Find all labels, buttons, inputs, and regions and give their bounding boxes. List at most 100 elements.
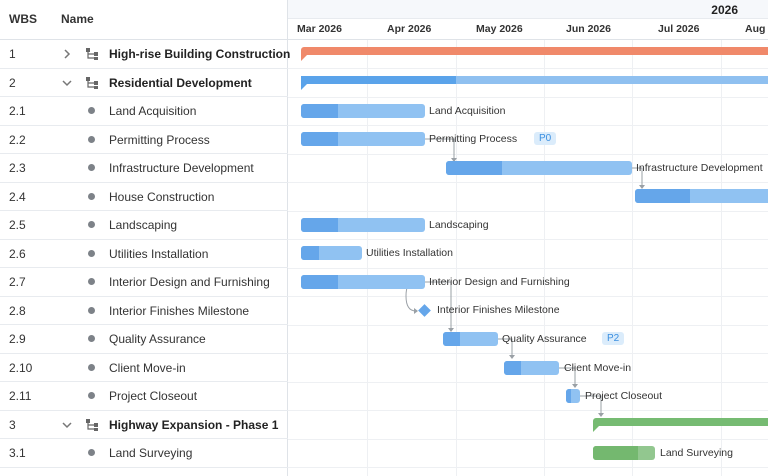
- month-gridline: [456, 19, 457, 476]
- grid-row-2-4[interactable]: 2.4 House Construction: [0, 183, 288, 211]
- task-bar-quality-assurance[interactable]: [443, 332, 498, 346]
- task-bar-label: Project Closeout: [585, 390, 663, 402]
- task-progress: [301, 275, 338, 289]
- month-label: May 2026: [476, 23, 523, 35]
- summary-progress: [301, 76, 456, 84]
- row-gridline: [288, 125, 768, 126]
- dependency-arrow: [598, 413, 604, 417]
- grid-row-2-11[interactable]: 2.11 Project Closeout: [0, 382, 288, 411]
- dependency-lines: [405, 138, 645, 417]
- task-bar-client-move-in[interactable]: [504, 361, 559, 375]
- grid-row-2-7[interactable]: 2.7 Interior Design and Furnishing: [0, 268, 288, 297]
- task-progress: [443, 332, 460, 346]
- bullet-icon: [88, 249, 95, 257]
- row-gridline: [288, 467, 768, 468]
- year-band: 2026: [288, 0, 768, 19]
- grid-row-3-1[interactable]: 3.1 Land Surveying: [0, 439, 288, 468]
- milestone-diamond-icon[interactable]: [418, 304, 431, 317]
- task-bar-label: Land Surveying: [660, 447, 733, 459]
- month-gridline: [721, 19, 722, 476]
- task-progress: [446, 161, 502, 175]
- task-name-cell: Utilities Installation: [109, 246, 209, 261]
- month-label: Jun 2026: [566, 23, 611, 35]
- grid-row-2-5[interactable]: 2.5 Landscaping: [0, 211, 288, 240]
- row-gridline: [288, 438, 768, 440]
- wbs-cell: 2.5: [9, 218, 26, 232]
- task-bar-permitting-process[interactable]: [301, 132, 425, 146]
- row-gridline: [288, 353, 768, 354]
- gantt-timeline[interactable]: 2026 Mar 2026 Apr 2026 May 2026 Jun 2026…: [288, 0, 768, 476]
- task-progress: [504, 361, 521, 375]
- task-name-cell: Permitting Process: [109, 132, 210, 147]
- task-bar-infrastructure-development[interactable]: [446, 161, 632, 175]
- summary-bar-2[interactable]: [301, 76, 768, 90]
- task-bar-utilities-installation[interactable]: [301, 246, 362, 260]
- row-gridline: [288, 153, 768, 155]
- dependency-arrow: [414, 308, 418, 314]
- task-name-cell: Interior Finishes Milestone: [109, 303, 250, 318]
- task-progress: [301, 218, 338, 232]
- wbs-cell: 2.3: [9, 161, 26, 175]
- row-gridline: [288, 267, 768, 269]
- bullet-icon: [88, 392, 95, 399]
- bullet-icon: [88, 335, 95, 342]
- row-gridline: [288, 381, 768, 383]
- chevron-down-icon[interactable]: [62, 420, 72, 430]
- task-progress: [635, 189, 690, 203]
- task-bar-landscaping[interactable]: [301, 218, 425, 232]
- row-gridline: [288, 410, 768, 411]
- wbs-cell: 2.10: [9, 360, 33, 375]
- wbs-cell: 2.6: [9, 246, 26, 261]
- grid-row-2-2[interactable]: 2.2 Permitting Process: [0, 126, 288, 154]
- wbs-cell: 2.7: [9, 275, 26, 289]
- task-bar-project-closeout[interactable]: [566, 389, 580, 403]
- task-name-cell: Client Move-in: [109, 360, 186, 375]
- wbs-column-header[interactable]: WBS: [9, 12, 37, 26]
- summary-bar-1[interactable]: [301, 47, 768, 61]
- grid-row-2-9[interactable]: 2.9 Quality Assurance: [0, 325, 288, 354]
- bullet-icon: [88, 278, 95, 285]
- row-gridline: [288, 239, 768, 240]
- grid-row-2-10[interactable]: 2.10 Client Move-in: [0, 354, 288, 382]
- task-grid: WBS Name 1 High-rise Building Constructi…: [0, 0, 290, 476]
- wbs-cell: 2.4: [9, 189, 26, 204]
- name-column-header[interactable]: Name: [61, 12, 94, 26]
- bullet-icon: [88, 135, 95, 143]
- chevron-down-icon[interactable]: [62, 78, 72, 88]
- grid-row-2[interactable]: 2 Residential Development: [0, 69, 288, 97]
- bullet-icon: [88, 221, 95, 228]
- grid-row-1[interactable]: 1 High-rise Building Construction: [0, 40, 290, 69]
- month-label: Aug: [745, 23, 766, 35]
- grid-row-2-8[interactable]: 2.8 Interior Finishes Milestone: [0, 297, 288, 325]
- row-gridline: [288, 210, 768, 212]
- row-gridline: [288, 324, 768, 326]
- hierarchy-icon: [86, 418, 98, 431]
- task-name-cell: House Construction: [109, 189, 215, 204]
- month-gridline: [632, 19, 633, 476]
- bullet-icon: [88, 449, 95, 456]
- grid-row-2-3[interactable]: 2.3 Infrastructure Development: [0, 154, 288, 183]
- priority-tag[interactable]: P2: [602, 332, 625, 345]
- year-label: 2026: [711, 3, 738, 17]
- chevron-right-icon[interactable]: [62, 49, 72, 59]
- task-name-cell: Landscaping: [109, 218, 178, 232]
- priority-tag[interactable]: P0: [534, 132, 557, 145]
- grid-row-2-6[interactable]: 2.6 Utilities Installation: [0, 240, 288, 268]
- task-bar-label: Land Acquisition: [429, 105, 506, 117]
- month-label: Apr 2026: [387, 23, 432, 35]
- bullet-icon: [88, 107, 95, 114]
- task-progress: [301, 246, 319, 260]
- month-label: Jul 2026: [658, 23, 700, 35]
- row-gridline: [288, 296, 768, 297]
- task-name-cell: Interior Design and Furnishing: [109, 275, 270, 289]
- task-bar-house-construction[interactable]: [635, 189, 768, 203]
- grid-row-2-1[interactable]: 2.1 Land Acquisition: [0, 97, 288, 126]
- summary-bar-3[interactable]: [593, 418, 768, 432]
- wbs-cell: 2: [9, 75, 16, 90]
- task-bar-interior-design[interactable]: [301, 275, 425, 289]
- task-bar-land-surveying[interactable]: [593, 446, 655, 460]
- task-bar-land-acquisition[interactable]: [301, 104, 425, 118]
- task-progress: [566, 389, 571, 403]
- wbs-cell: 2.11: [9, 389, 32, 403]
- grid-row-3[interactable]: 3 Highway Expansion - Phase 1: [0, 411, 288, 439]
